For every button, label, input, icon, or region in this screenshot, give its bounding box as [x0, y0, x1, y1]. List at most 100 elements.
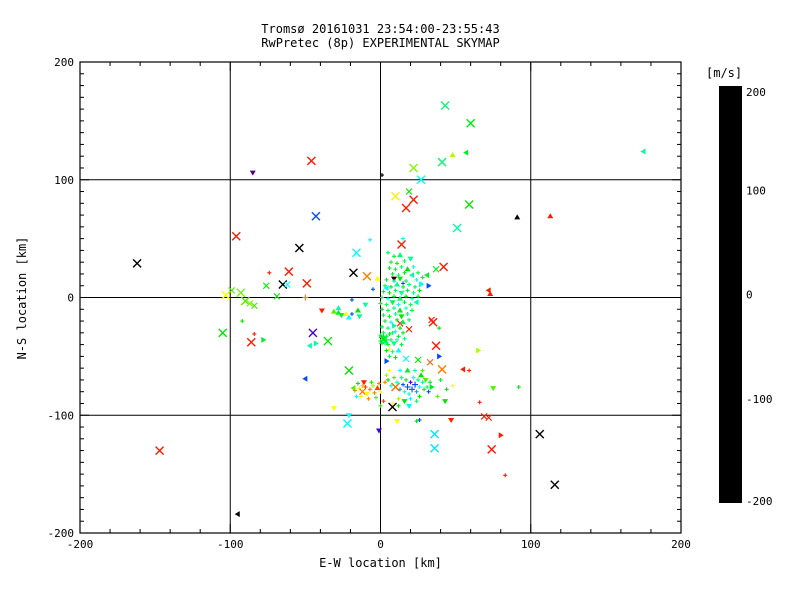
data-point: [395, 261, 400, 266]
data-point: [426, 282, 432, 289]
data-point: [386, 296, 391, 301]
data-point: [399, 375, 404, 380]
data-point: [398, 387, 403, 392]
data-point: [302, 375, 308, 382]
data-point: [398, 314, 405, 320]
data-point: [411, 290, 416, 295]
data-point: [440, 101, 450, 111]
data-point: [132, 258, 142, 268]
data-point: [355, 381, 360, 386]
data-point: [378, 403, 383, 408]
chart-subtitle: RwPretec (8p) EXPERIMENTAL SKYMAP: [261, 36, 500, 50]
data-point: [450, 383, 455, 388]
data-point: [398, 368, 403, 373]
data-point: [414, 419, 419, 424]
data-point: [444, 387, 449, 392]
data-point: [395, 380, 400, 385]
data-point: [389, 260, 394, 265]
data-point: [409, 272, 415, 279]
data-point: [362, 302, 369, 308]
data-point: [393, 311, 398, 316]
data-point: [323, 336, 333, 346]
data-point: [380, 173, 385, 178]
data-point: [330, 308, 337, 314]
data-point: [378, 301, 383, 306]
data-point: [396, 334, 401, 339]
title-block: Tromsø 20161031 23:54:00-23:55:43 RwPret…: [80, 22, 681, 50]
data-point: [381, 289, 386, 294]
data-point: [396, 396, 401, 401]
data-point: [380, 307, 385, 312]
data-point: [387, 290, 392, 295]
chart-title: Tromsø 20161031 23:54:00-23:55:43: [261, 22, 500, 36]
colorbar-tick-label: -200: [746, 495, 773, 508]
data-point: [422, 377, 429, 383]
data-point: [356, 314, 363, 320]
data-point: [411, 264, 416, 269]
data-point: [252, 332, 257, 337]
data-point: [402, 355, 410, 363]
data-point: [261, 336, 267, 343]
data-point: [350, 385, 356, 392]
data-point: [378, 389, 383, 394]
data-point: [363, 392, 370, 398]
data-point: [422, 387, 427, 392]
data-point: [463, 149, 469, 156]
data-point: [393, 288, 398, 293]
colorbar: [719, 86, 742, 503]
data-point: [485, 414, 493, 421]
data-point: [410, 308, 415, 313]
data-point: [384, 373, 389, 378]
data-point: [386, 342, 391, 347]
data-point: [246, 299, 254, 307]
data-point: [401, 281, 406, 286]
data-point: [330, 406, 337, 412]
data-point: [384, 334, 389, 339]
data-point: [401, 203, 411, 213]
data-point: [335, 305, 342, 311]
data-point: [392, 279, 397, 284]
data-point: [487, 444, 497, 454]
data-point: [349, 311, 354, 316]
data-point: [408, 302, 413, 307]
y-tick-label: 100: [54, 174, 74, 187]
data-point: [409, 163, 419, 173]
data-point: [383, 380, 388, 385]
data-point: [404, 306, 409, 311]
data-point: [338, 313, 345, 319]
data-point: [405, 311, 410, 316]
data-point: [342, 418, 352, 428]
data-point: [401, 399, 408, 405]
data-point: [302, 294, 309, 301]
data-point: [392, 294, 397, 299]
data-point: [284, 267, 294, 277]
data-point: [424, 272, 430, 279]
data-point: [435, 394, 440, 399]
y-tick-label: 0: [67, 292, 74, 305]
data-point: [413, 284, 418, 289]
data-point: [399, 342, 404, 347]
data-point: [394, 281, 401, 287]
data-point: [431, 341, 441, 351]
data-point: [407, 282, 412, 287]
data-point: [460, 366, 466, 373]
data-point: [386, 326, 391, 331]
data-point: [395, 337, 400, 342]
data-point: [429, 383, 435, 390]
data-point: [370, 287, 375, 292]
data-point: [420, 380, 425, 385]
data-point: [397, 240, 407, 250]
data-point: [467, 368, 472, 373]
data-point: [380, 324, 385, 329]
data-point: [155, 446, 165, 456]
data-point: [376, 381, 381, 386]
data-point: [311, 211, 321, 221]
data-point: [414, 356, 422, 364]
data-point: [402, 336, 407, 341]
x-tick-label: 0: [377, 538, 384, 551]
data-point: [397, 276, 404, 282]
data-point: [417, 288, 422, 293]
data-point: [381, 330, 386, 335]
data-point: [349, 297, 354, 302]
